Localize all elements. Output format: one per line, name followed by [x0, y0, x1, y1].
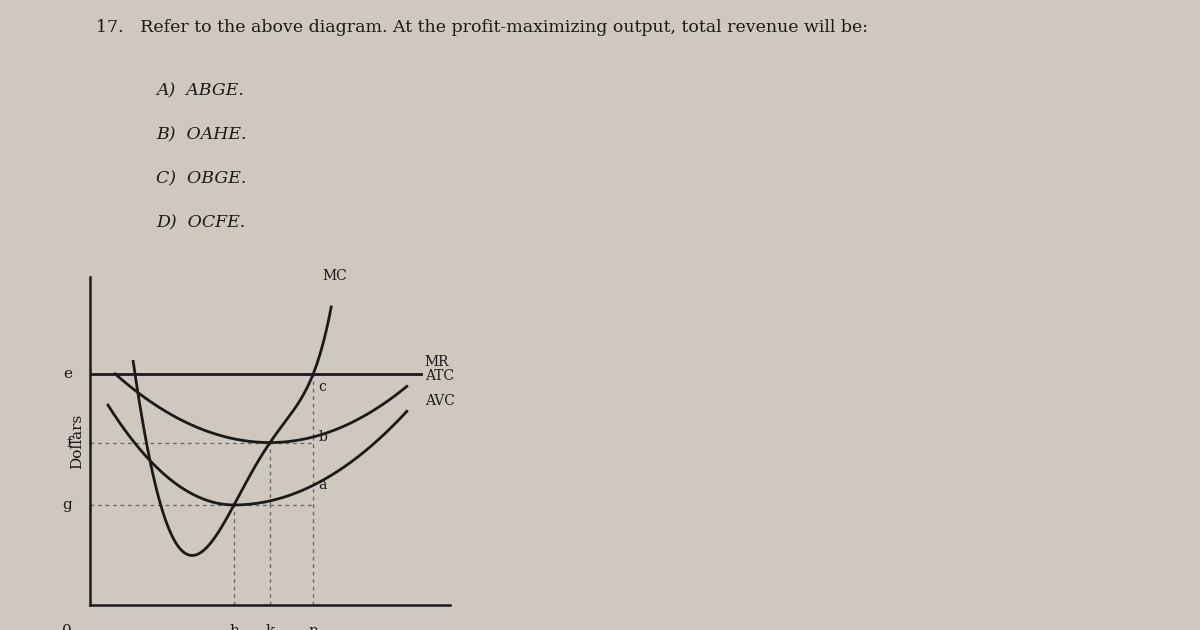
Text: C)  OBGE.: C) OBGE.: [156, 170, 246, 187]
Text: A)  ABGE.: A) ABGE.: [156, 82, 244, 99]
Text: D)  OCFE.: D) OCFE.: [156, 214, 245, 231]
Text: a: a: [319, 478, 326, 492]
Text: k: k: [265, 624, 275, 630]
Text: 17.   Refer to the above diagram. At the profit-maximizing output, total revenue: 17. Refer to the above diagram. At the p…: [96, 19, 868, 36]
Text: e: e: [64, 367, 72, 381]
Text: b: b: [319, 430, 328, 444]
Text: f: f: [66, 435, 72, 450]
Text: MR: MR: [425, 355, 449, 369]
Y-axis label: Dollars: Dollars: [71, 413, 84, 469]
Text: AVC: AVC: [425, 394, 455, 408]
Text: MC: MC: [323, 270, 347, 284]
Text: c: c: [319, 380, 326, 394]
Text: 0: 0: [62, 624, 72, 630]
Text: n: n: [308, 624, 318, 630]
Text: h: h: [229, 624, 239, 630]
Text: ATC: ATC: [425, 369, 454, 383]
Text: B)  OAHE.: B) OAHE.: [156, 126, 246, 143]
Text: g: g: [62, 498, 72, 512]
